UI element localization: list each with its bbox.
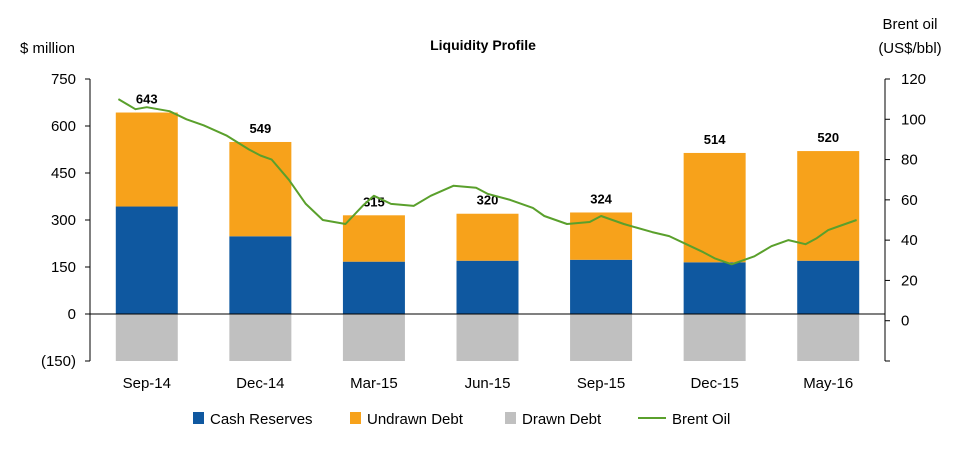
drawn-debt-legend-swatch [505, 412, 516, 424]
left-axis-title: $ million [20, 40, 75, 57]
right-axis-tick-label: 100 [901, 111, 926, 128]
brent-oil-line [117, 98, 857, 266]
drawn-debt-bar [797, 314, 860, 361]
bar-total-label: 643 [136, 92, 158, 107]
right-axis-tick-label: 120 [901, 71, 926, 88]
cash-reserves-bar [229, 236, 292, 314]
undrawn-debt-bar [570, 212, 633, 260]
bar-total-label: 549 [250, 121, 272, 136]
right-axis-tick-label: 40 [901, 232, 918, 249]
cash-reserves-bar [456, 260, 519, 314]
cash-reserves-bar [797, 260, 860, 314]
drawn-debt-bar [570, 314, 633, 361]
legend: Cash Reserves Undrawn Debt Drawn Debt Brent… [193, 411, 730, 428]
left-axis-tick-label: 300 [51, 212, 76, 229]
plot-area: (150) 0 150 300 450 600 750 0 20 40 60 80 100 120 643 S… [41, 71, 926, 392]
brent-oil-legend-label: Brent Oil [672, 411, 730, 428]
cash-reserves-bar [342, 261, 405, 314]
undrawn-debt-bar [683, 152, 746, 263]
undrawn-debt-bar [342, 215, 405, 262]
bar-total-label: 520 [817, 130, 839, 145]
drawn-debt-bar [456, 314, 519, 361]
x-axis-tick-label: Mar-15 [350, 375, 398, 392]
left-axis-tick-label: 0 [68, 306, 76, 323]
bar-total-label: 324 [590, 191, 612, 206]
x-axis-tick-label: May-16 [803, 375, 853, 392]
x-axis-tick-label: Sep-15 [577, 375, 625, 392]
undrawn-debt-bar [229, 141, 292, 237]
right-axis-tick-label: 80 [901, 152, 918, 169]
x-axis-tick-label: Sep-14 [123, 375, 171, 392]
cash-reserves-bar [570, 259, 633, 314]
left-axis-tick-label: 750 [51, 71, 76, 88]
bar-total-label: 514 [704, 132, 726, 147]
right-axis-tick-label: 0 [901, 313, 909, 330]
left-axis-tick-label: 600 [51, 118, 76, 135]
cash-reserves-bar [115, 206, 178, 314]
x-axis-tick-label: Jun-15 [465, 375, 511, 392]
right-axis-tick-label: 20 [901, 272, 918, 289]
x-axis-tick-label: Dec-15 [690, 375, 738, 392]
drawn-debt-bar [683, 314, 746, 361]
drawn-debt-bar [342, 314, 405, 361]
drawn-debt-legend-label: Drawn Debt [522, 411, 602, 428]
undrawn-debt-bar [456, 213, 519, 261]
undrawn-debt-legend-label: Undrawn Debt [367, 411, 464, 428]
drawn-debt-bar [115, 314, 178, 361]
right-axis-title-line2: (US$/bbl) [878, 40, 941, 57]
drawn-debt-bar [229, 314, 292, 361]
undrawn-debt-bar [115, 112, 178, 207]
left-axis-tick-label: 150 [51, 259, 76, 276]
chart-title: Liquidity Profile [430, 37, 536, 53]
cash-reserves-legend-label: Cash Reserves [210, 411, 313, 428]
cash-reserves-legend-swatch [193, 412, 204, 424]
right-axis-title-line1: Brent oil [882, 16, 937, 33]
right-axis-tick-label: 60 [901, 192, 918, 209]
undrawn-debt-legend-swatch [350, 412, 361, 424]
x-axis-tick-label: Dec-14 [236, 375, 284, 392]
left-axis-tick-label: (150) [41, 353, 76, 370]
left-axis-tick-label: 450 [51, 165, 76, 182]
bar-total-label: 320 [477, 193, 499, 208]
cash-reserves-bar [683, 262, 746, 314]
